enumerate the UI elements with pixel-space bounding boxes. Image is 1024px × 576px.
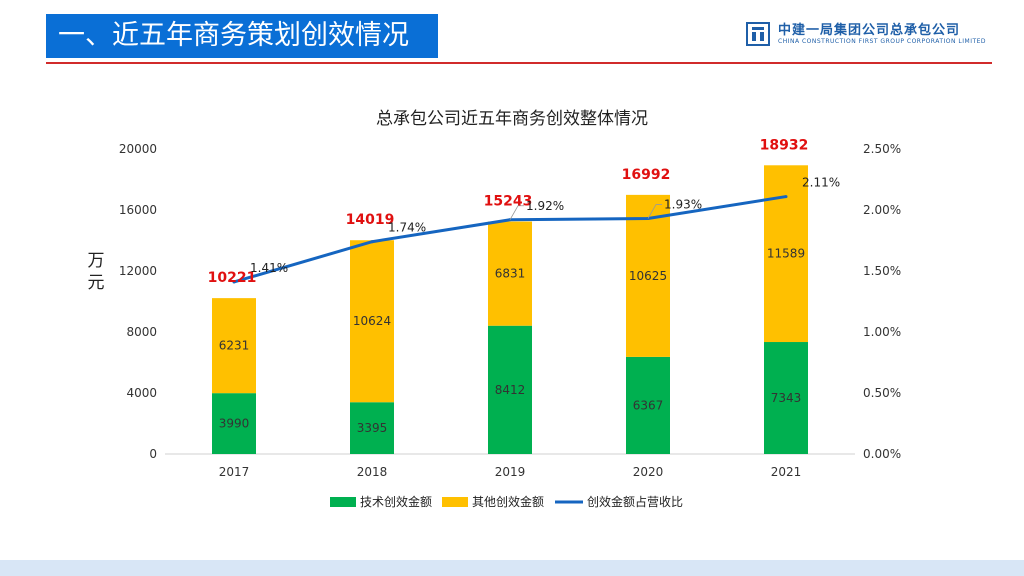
bar-tech (350, 402, 394, 454)
x-tick-label: 2017 (219, 465, 250, 479)
ratio-point (232, 280, 236, 284)
building-logo-icon (746, 22, 770, 46)
bar-total-label: 10221 (208, 270, 257, 286)
legend-swatch-tech (330, 497, 356, 507)
ratio-leader-line (647, 204, 662, 219)
y-tick-label: 8000 (126, 325, 157, 339)
y-tick-label: 12000 (119, 264, 157, 278)
y2-tick-label: 2.00% (863, 203, 901, 217)
slide-heading: 一、近五年商务策划创效情况 (46, 14, 438, 58)
y-axis-label-char: 万 (88, 251, 105, 271)
y2-tick-label: 1.00% (863, 325, 901, 339)
bar-tech-label: 7343 (771, 391, 802, 405)
ratio-label: 2.11% (802, 176, 840, 190)
ratio-label: 1.93% (664, 198, 702, 212)
bar-other (488, 221, 532, 326)
bar-other-label: 6231 (219, 339, 250, 353)
x-tick-label: 2019 (495, 465, 526, 479)
y-tick-label: 20000 (119, 142, 157, 156)
y2-tick-label: 0.00% (863, 447, 901, 461)
bar-tech (626, 356, 670, 454)
chart-legend: 技术创效金额 其他创效金额 创效金额占营收比 (330, 494, 683, 509)
bar-total-label: 16992 (622, 167, 671, 183)
legend-label-ratio: 创效金额占营收比 (587, 494, 683, 509)
bar-other-label: 6831 (495, 267, 526, 281)
x-tick-label: 2018 (357, 465, 388, 479)
bar-other (626, 194, 670, 357)
x-tick-label: 2020 (633, 465, 664, 479)
chart-title: 总承包公司近五年商务创效整体情况 (376, 109, 648, 129)
company-brand: 中建一局集团公司总承包公司 CHINA CONSTRUCTION FIRST G… (746, 22, 986, 46)
y2-tick-label: 0.50% (863, 386, 901, 400)
y-axis-label-char: 元 (88, 273, 105, 293)
y-axis-label: 万元 (88, 251, 105, 293)
bar-other-label: 10625 (629, 269, 667, 283)
bar-tech-label: 8412 (495, 383, 526, 397)
bar-tech (488, 325, 532, 454)
y2-tick-label: 1.50% (863, 264, 901, 278)
ratio-point (370, 240, 374, 244)
y-tick-label: 4000 (126, 386, 157, 400)
bar-other-label: 10624 (353, 314, 391, 328)
footer-band (0, 560, 1024, 576)
ratio-leader-line (509, 205, 524, 220)
y2-tick-label: 2.50% (863, 142, 901, 156)
bar-tech-label: 3395 (357, 421, 388, 435)
x-tick-label: 2021 (771, 465, 802, 479)
bar-total-label: 18932 (760, 137, 809, 153)
bar-tech (212, 393, 256, 454)
legend-swatch-other (442, 497, 468, 507)
header-divider (46, 62, 992, 64)
bar-tech-label: 3990 (219, 417, 250, 431)
company-name-cn: 中建一局集团公司总承包公司 (778, 22, 961, 38)
ratio-label: 1.92% (526, 199, 564, 213)
company-name-en: CHINA CONSTRUCTION FIRST GROUP CORPORATI… (778, 37, 987, 45)
bar-other (764, 165, 808, 343)
bar-other (350, 240, 394, 403)
ratio-label: 1.41% (250, 261, 288, 275)
bar-total-label: 14019 (346, 212, 395, 228)
bar-other (212, 298, 256, 394)
y-tick-label: 16000 (119, 203, 157, 217)
legend-label-other: 其他创效金额 (472, 494, 544, 509)
bar-tech-label: 6367 (633, 398, 664, 412)
ratio-point (784, 195, 788, 199)
bar-total-label: 15243 (484, 194, 533, 210)
bar-other-label: 11589 (767, 247, 805, 261)
legend-label-tech: 技术创效金额 (360, 494, 432, 509)
y-tick-label: 0 (149, 447, 157, 461)
ratio-label: 1.74% (388, 221, 426, 235)
bar-tech (764, 342, 808, 454)
